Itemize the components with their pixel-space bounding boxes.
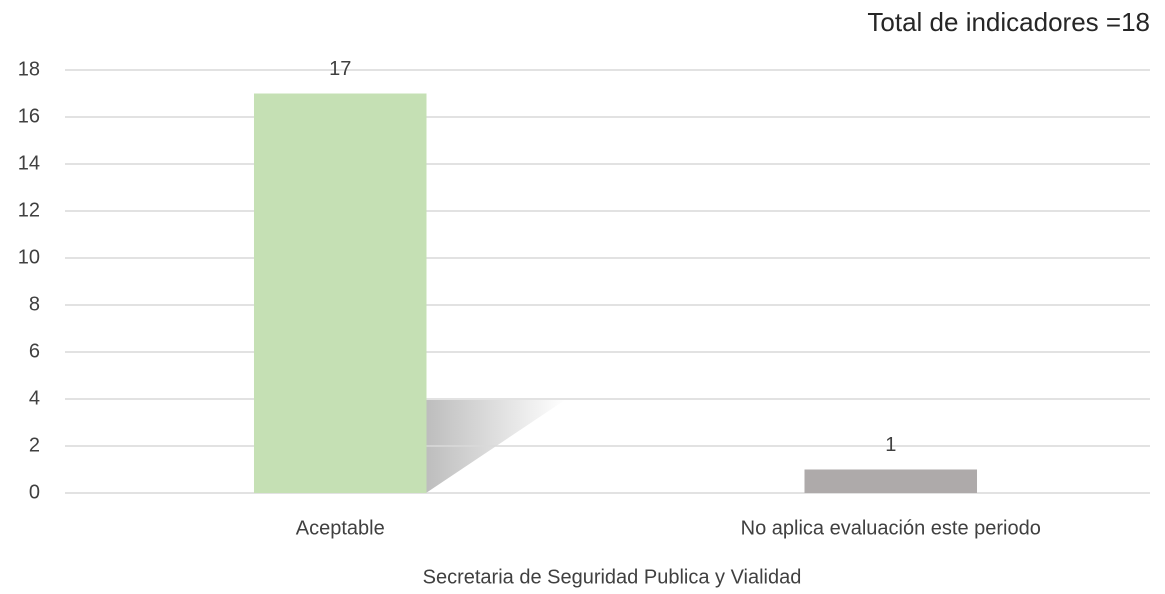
y-tick-label: 8 [29,293,40,315]
x-axis-label: Secretaria de Seguridad Publica y Vialid… [423,566,802,588]
bar [253,93,427,493]
y-tick-label: 16 [18,105,40,127]
y-tick-label: 12 [18,199,40,221]
y-tick-label: 18 [18,58,40,80]
data-label: 1 [885,434,896,456]
y-tick-label: 14 [18,152,40,174]
bar [804,469,978,493]
chart-title: Total de indicadores =18 [867,7,1150,37]
y-tick-label: 10 [18,246,40,268]
data-label: 17 [329,58,351,80]
y-tick-label: 2 [29,434,40,456]
y-tick-label: 6 [29,340,40,362]
x-tick-label: Aceptable [296,517,385,539]
y-tick-label: 4 [29,387,40,409]
y-tick-label: 0 [29,481,40,503]
x-tick-label: No aplica evaluación este periodo [741,517,1041,539]
